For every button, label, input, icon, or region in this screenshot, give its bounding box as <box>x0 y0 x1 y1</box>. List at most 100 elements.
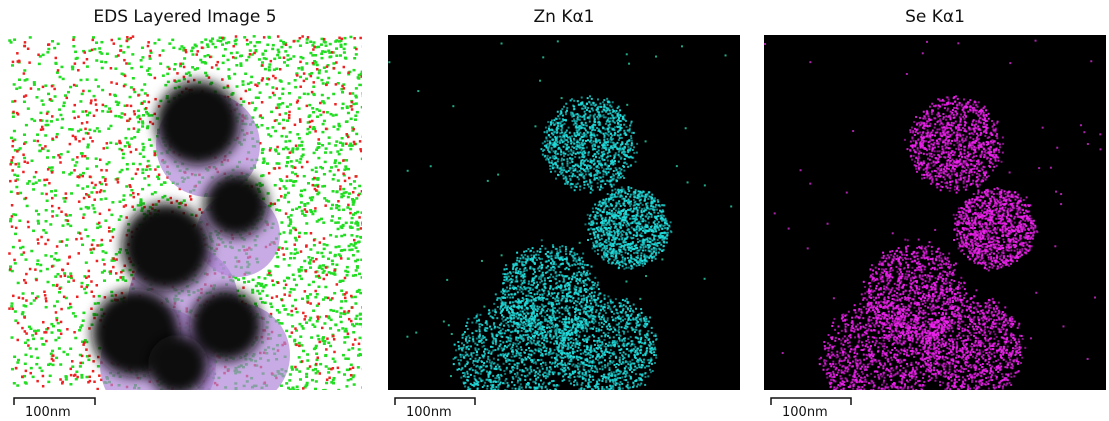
signal-dot <box>567 141 569 143</box>
green-dot <box>107 128 110 131</box>
signal-dot <box>618 252 620 254</box>
green-dot <box>51 40 54 43</box>
green-dot <box>290 165 293 168</box>
green-dot <box>324 389 327 392</box>
signal-dot <box>609 112 611 114</box>
green-dot <box>318 219 321 222</box>
green-dot <box>108 107 111 110</box>
red-dot <box>87 132 90 135</box>
green-dot <box>341 144 344 147</box>
red-dot <box>9 180 12 183</box>
green-dot <box>294 180 297 183</box>
signal-dot <box>619 148 621 150</box>
green-dot <box>227 68 230 71</box>
red-dot <box>254 84 257 87</box>
signal-dot <box>612 120 614 122</box>
green-dot <box>128 62 131 65</box>
signal-dot <box>566 158 568 160</box>
green-dot <box>351 217 354 220</box>
red-dot <box>147 41 150 44</box>
green-dot <box>295 239 298 242</box>
green-dot <box>137 110 140 113</box>
red-dot <box>143 206 146 209</box>
green-dot <box>10 305 13 308</box>
red-dot <box>103 263 106 266</box>
signal-dot <box>544 131 546 133</box>
green-dot <box>331 260 334 263</box>
signal-dot <box>614 146 616 148</box>
red-dot <box>339 188 342 191</box>
green-dot <box>315 167 318 170</box>
green-dot <box>314 368 317 371</box>
red-dot <box>78 176 81 179</box>
green-dot <box>81 244 84 247</box>
signal-dot <box>619 137 621 139</box>
green-dot <box>216 39 219 42</box>
green-dot <box>301 141 304 144</box>
green-dot <box>300 195 303 198</box>
green-dot <box>316 178 319 181</box>
green-dot <box>349 148 352 151</box>
green-dot <box>338 217 341 220</box>
noise-dot <box>655 56 657 58</box>
red-dot <box>302 387 305 390</box>
red-dot <box>52 354 55 357</box>
red-dot <box>343 66 346 69</box>
green-dot <box>281 102 284 105</box>
red-dot <box>51 115 54 118</box>
green-dot <box>331 204 334 207</box>
signal-dot <box>573 124 575 126</box>
signal-dot <box>627 257 629 259</box>
green-dot <box>312 309 315 312</box>
green-dot <box>240 64 243 67</box>
green-dot <box>80 374 83 377</box>
red-dot <box>126 36 129 39</box>
green-dot <box>318 72 321 75</box>
signal-dot <box>566 146 568 148</box>
red-dot <box>344 180 347 183</box>
green-dot <box>271 86 274 89</box>
green-dot <box>149 74 152 77</box>
green-dot <box>266 127 269 129</box>
red-dot <box>290 310 293 313</box>
red-dot <box>51 197 54 200</box>
signal-dot <box>573 165 575 167</box>
red-dot <box>362 386 365 389</box>
green-dot <box>314 296 317 299</box>
signal-dot <box>598 167 600 169</box>
green-dot <box>295 148 298 151</box>
signal-dot <box>575 122 577 124</box>
red-dot <box>90 99 93 102</box>
green-dot <box>351 347 354 350</box>
green-dot <box>9 218 12 221</box>
red-dot <box>92 39 95 42</box>
green-dot <box>10 41 13 44</box>
green-dot <box>44 134 47 137</box>
red-dot <box>66 97 69 100</box>
green-dot <box>69 225 72 228</box>
signal-dot <box>557 127 559 129</box>
signal-dot <box>555 144 557 146</box>
red-dot <box>88 327 91 330</box>
signal-dot <box>606 138 608 140</box>
green-dot <box>95 157 98 160</box>
green-dot <box>318 266 321 269</box>
signal-dot <box>597 182 599 184</box>
green-dot <box>36 357 39 360</box>
red-dot <box>86 58 89 61</box>
green-dot <box>308 319 311 322</box>
green-dot <box>90 251 93 254</box>
green-dot <box>347 257 350 260</box>
green-dot <box>332 125 335 128</box>
signal-dot <box>611 159 613 161</box>
signal-dot <box>618 267 620 269</box>
signal-dot <box>589 126 591 128</box>
green-dot <box>129 96 132 99</box>
red-dot <box>149 50 152 53</box>
green-dot <box>55 357 58 360</box>
red-dot <box>118 140 121 143</box>
green-dot <box>222 55 225 58</box>
red-dot <box>282 127 285 129</box>
green-dot <box>313 152 316 155</box>
signal-dot <box>604 256 606 258</box>
